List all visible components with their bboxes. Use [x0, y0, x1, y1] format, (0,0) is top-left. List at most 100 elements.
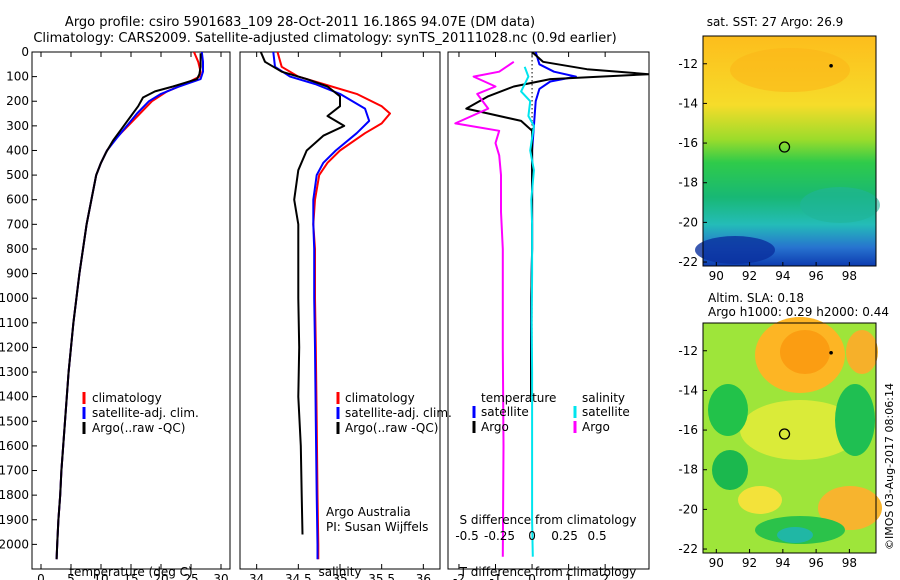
sst-map-title: sat. SST: 27 Argo: 26.9 [707, 15, 844, 29]
series-line-0-2 [55, 53, 202, 560]
series-line-2-2 [520, 66, 535, 557]
map-x-tick-label: 92 [742, 269, 757, 283]
map-y-tick-label: -20 [678, 502, 698, 516]
salinity-xlabel: salinity [318, 565, 361, 579]
y-tick-label: 800 [6, 242, 29, 256]
map-y-tick-label: -22 [678, 255, 698, 269]
difference-panel: -2 -1 0 1 2 temperature salinity satellite A… [447, 51, 650, 580]
x-tick-label: 34.5 [285, 572, 312, 580]
argo-location-marker [778, 428, 791, 440]
y-tick-label: 1800 [0, 488, 29, 502]
salinity-panel-frame [239, 51, 441, 570]
map-y-tick-label: -12 [678, 57, 698, 71]
difference-panel-frame [447, 51, 650, 570]
s-diff-tick-label: -0.25 [484, 529, 515, 543]
series-line-2-3 [454, 60, 515, 557]
y-tick-label: 600 [6, 193, 29, 207]
temperature-legend: climatology satellite-adj. clim. Argo(..… [82, 391, 199, 435]
series-line-2-1 [465, 52, 649, 397]
map-y-tick-label: -12 [678, 344, 698, 358]
salinity-legend: climatology satellite-adj. clim. Argo(..… [336, 391, 452, 435]
legend-label-temp-argo: Argo [481, 420, 509, 434]
temperature-xlabel: temperature (deg C) [69, 565, 192, 579]
sla-mid-center [740, 400, 860, 460]
salinity-panel: 34 34.5 35 35.5 36 climatology satellite-adj… [239, 51, 452, 580]
x-tick-label: 15 [123, 572, 138, 580]
x-tick-label: 5 [67, 572, 75, 580]
legend-label-argo: Argo(..raw -QC) [92, 421, 185, 435]
sla-map-title: Altim. SLA: 0.18 [708, 291, 804, 305]
y-tick-label: 0 [21, 45, 29, 59]
y-tick-label: 1000 [0, 291, 29, 305]
map-y-tick-label: -18 [678, 463, 698, 477]
sla-map-overlay [778, 350, 833, 440]
x-tick-label: 30 [213, 572, 228, 580]
series-line-1-1 [272, 52, 371, 560]
map-y-tick-label: -22 [678, 542, 698, 556]
y-tick-label: 300 [6, 119, 29, 133]
legend-label-temp-satellite: satellite [481, 405, 529, 419]
y-tick-label: 1500 [0, 414, 29, 428]
y-tick-label: 1400 [0, 390, 29, 404]
sst-cold-patch [695, 236, 775, 264]
temperature-lines [55, 52, 204, 560]
series-line-1-0 [276, 52, 391, 560]
difference-lines [454, 52, 649, 557]
sst-cool-patch [800, 187, 880, 223]
map-y-tick-label: -18 [678, 176, 698, 190]
series-line-2-0 [530, 52, 577, 397]
reference-dot [829, 350, 833, 355]
difference-top-xlabel: S difference from climatology [460, 513, 637, 527]
x-tick-label: 1 [565, 572, 573, 580]
map-x-tick-label: 96 [808, 269, 823, 283]
s-diff-tick-label: -0.5 [455, 529, 478, 543]
salinity-ticks: 34 34.5 35 35.5 36 [249, 52, 431, 580]
temperature-panel-frame [31, 51, 231, 570]
map-x-tick-label: 94 [775, 556, 790, 570]
map-y-tick-label: -16 [678, 136, 698, 150]
sla-map-frame [702, 322, 877, 554]
legend-label-argo: Argo(..raw -QC) [345, 421, 438, 435]
x-tick-label: 36 [416, 572, 431, 580]
salinity-lines [259, 52, 391, 560]
x-tick-label: 34 [249, 572, 264, 580]
legend-label-satellite: satellite-adj. clim. [345, 406, 452, 420]
y-tick-label: 1900 [0, 513, 29, 527]
sla-high-south [818, 486, 882, 530]
y-tick-label: 200 [6, 94, 29, 108]
x-tick-label: 25 [183, 572, 198, 580]
sla-high-east [846, 330, 878, 374]
difference-legend: temperature salinity satellite Argo sate… [472, 391, 630, 434]
y-tick-label: 500 [6, 168, 29, 182]
sla-high-north-core [780, 330, 830, 374]
x-tick-label: 0 [37, 572, 45, 580]
sla-low-southcore [777, 527, 813, 543]
sst-warm-patch [730, 48, 850, 92]
legend-label-climatology: climatology [345, 391, 415, 405]
map-x-tick-label: 94 [775, 269, 790, 283]
salinity-annotation-pi: PI: Susan Wijffels [326, 520, 428, 534]
y-tick-label: 1700 [0, 464, 29, 478]
legend-label-satellite: satellite-adj. clim. [92, 406, 199, 420]
legend-label-climatology: climatology [92, 391, 162, 405]
map-y-tick-label: -14 [678, 96, 698, 110]
y-tick-label: 100 [6, 70, 29, 84]
sst-map-overlay [778, 63, 833, 153]
sla-map-ticks: 90 92 94 96 98 -12 -14 -16 -18 -20 -22 [678, 344, 857, 570]
map-x-tick-label: 92 [742, 556, 757, 570]
sla-low-west [708, 384, 748, 436]
sla-low-west2 [712, 450, 748, 490]
series-line-0-0 [55, 52, 202, 560]
y-tick-label: 1100 [0, 316, 29, 330]
temperature-panel: 0 5 10 15 20 25 300100200300400500600700800900… [0, 45, 231, 580]
y-tick-label: 1200 [0, 340, 29, 354]
map-x-tick-label: 90 [709, 269, 724, 283]
y-tick-label: 900 [6, 267, 29, 281]
x-tick-label: 35 [332, 572, 347, 580]
temperature-ticks: 0 5 10 15 20 25 300100200300400500600700800900… [0, 45, 229, 580]
argo-location-marker [778, 141, 791, 153]
x-tick-label: 20 [153, 572, 168, 580]
reference-dot [829, 63, 833, 68]
legend-header-temperature: temperature [481, 391, 556, 405]
